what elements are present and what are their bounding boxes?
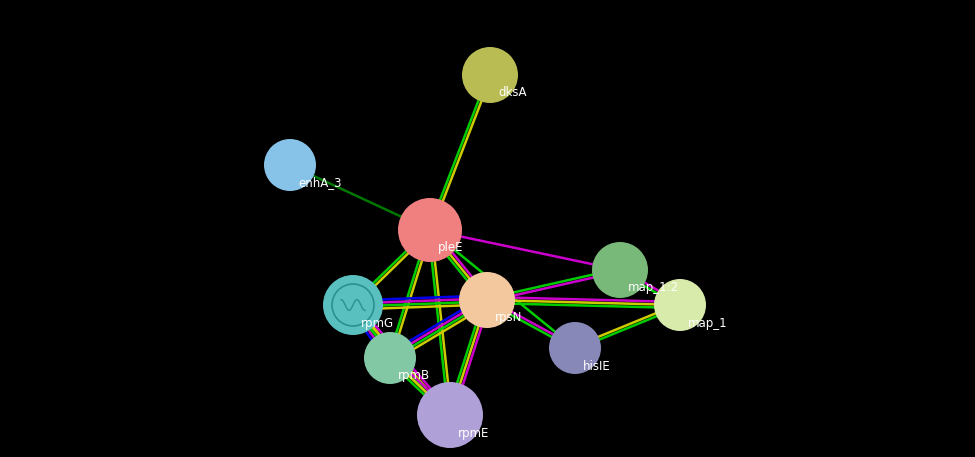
Text: map_1: map_1 bbox=[688, 317, 727, 329]
Text: dksA: dksA bbox=[498, 86, 526, 100]
Ellipse shape bbox=[549, 322, 601, 374]
Ellipse shape bbox=[398, 198, 462, 262]
Text: rpmG: rpmG bbox=[361, 317, 394, 329]
Text: pleE: pleE bbox=[438, 241, 463, 255]
Ellipse shape bbox=[264, 139, 316, 191]
Text: map_1:2: map_1:2 bbox=[628, 282, 680, 294]
Text: rpsN: rpsN bbox=[495, 312, 523, 324]
Ellipse shape bbox=[364, 332, 416, 384]
Text: enhA_3: enhA_3 bbox=[298, 176, 341, 190]
Ellipse shape bbox=[592, 242, 648, 298]
Text: rpmE: rpmE bbox=[458, 426, 489, 440]
Text: rpmB: rpmB bbox=[398, 370, 430, 383]
Ellipse shape bbox=[323, 275, 383, 335]
Ellipse shape bbox=[459, 272, 515, 328]
Ellipse shape bbox=[417, 382, 483, 448]
Text: hisIE: hisIE bbox=[583, 360, 610, 372]
Ellipse shape bbox=[654, 279, 706, 331]
Ellipse shape bbox=[462, 47, 518, 103]
